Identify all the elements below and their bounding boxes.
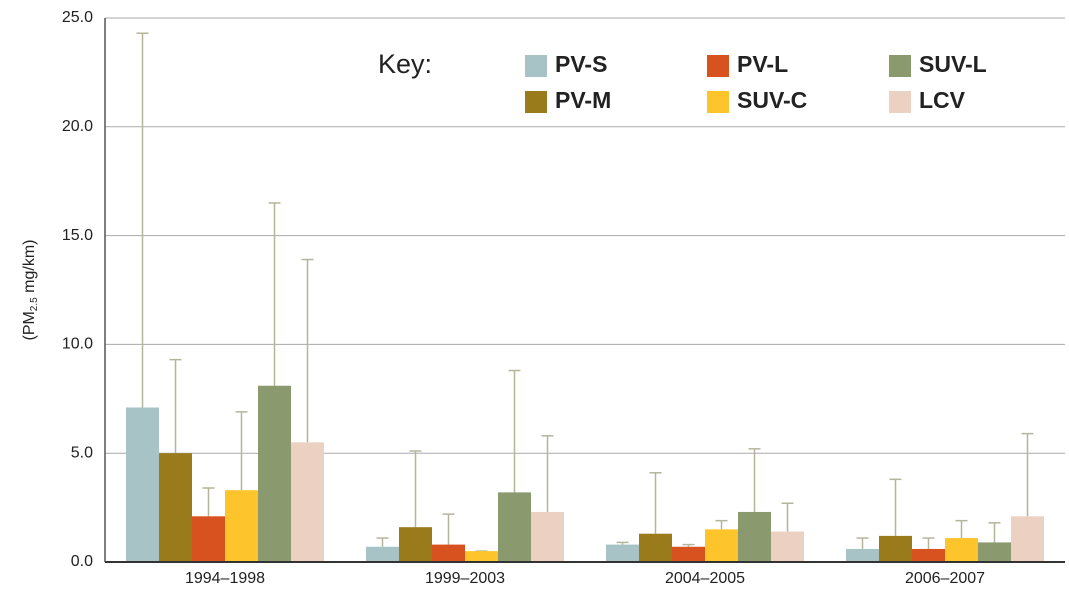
legend-swatch <box>525 55 547 77</box>
bar <box>705 529 738 562</box>
y-tick-label: 10.0 <box>62 336 93 353</box>
bar <box>978 542 1011 562</box>
bar <box>606 544 639 562</box>
bar <box>738 511 771 562</box>
legend-swatch <box>707 91 729 113</box>
bar <box>258 385 291 562</box>
bar <box>672 546 705 562</box>
x-tick-label: 2006–2007 <box>905 570 985 587</box>
legend-label: PV-M <box>555 87 611 113</box>
y-label-part: mg/km) <box>21 239 38 297</box>
y-tick-label: 15.0 <box>62 227 93 244</box>
legend-title: Key: <box>378 49 432 79</box>
bar <box>159 453 192 562</box>
bar <box>432 544 465 562</box>
legend-label: PV-S <box>555 51 607 77</box>
x-tick-label: 2004–2005 <box>665 570 745 587</box>
bar <box>126 407 159 562</box>
y-tick-label: 0.0 <box>71 553 93 570</box>
bar <box>912 548 945 562</box>
bar <box>639 533 672 562</box>
legend-label: SUV-L <box>919 51 987 77</box>
bar <box>846 548 879 562</box>
legend-swatch <box>525 91 547 113</box>
bar <box>192 516 225 562</box>
bar <box>498 492 531 562</box>
legend-swatch <box>889 55 911 77</box>
y-label-part: (PM <box>21 311 38 340</box>
bar <box>399 527 432 562</box>
bar <box>1011 516 1044 562</box>
bar <box>366 546 399 562</box>
legend-swatch <box>889 91 911 113</box>
x-tick-label: 1999–2003 <box>425 570 505 587</box>
bar <box>531 511 564 562</box>
bar <box>771 531 804 562</box>
bar <box>945 538 978 562</box>
y-label-sub: 2.5 <box>29 297 40 311</box>
bar <box>465 551 498 562</box>
y-tick-label: 5.0 <box>71 444 93 461</box>
x-tick-label: 1994–1998 <box>185 570 265 587</box>
bar <box>291 442 324 562</box>
legend-swatch <box>707 55 729 77</box>
bar <box>879 535 912 562</box>
y-axis-label: (PM2.5 mg/km) <box>21 239 39 340</box>
bar <box>225 490 258 562</box>
y-tick-label: 20.0 <box>62 118 93 135</box>
legend-label: PV-L <box>737 51 788 77</box>
y-tick-label: 25.0 <box>62 9 93 26</box>
legend-label: LCV <box>919 87 966 113</box>
legend-label: SUV-C <box>737 87 807 113</box>
